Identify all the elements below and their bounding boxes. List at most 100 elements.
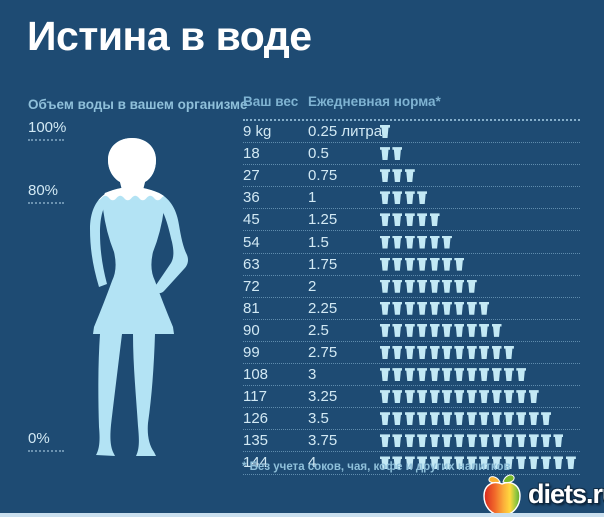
water-glass-icon [441, 235, 452, 249]
water-glass-icon [429, 456, 440, 470]
norm-value: 3.5 [308, 410, 329, 428]
water-glass-icon [429, 235, 440, 249]
water-glass-icon [441, 390, 452, 404]
water-glass-icon [466, 279, 477, 293]
table-row: 63 1.75 [243, 254, 580, 276]
water-glass-icon [503, 412, 514, 426]
water-glass-icon [404, 368, 415, 382]
table-row: 27 0.75 [243, 165, 580, 188]
water-glass-icon [429, 345, 440, 359]
table-row: 36 1 [243, 187, 580, 210]
table-row: 18 0.5 [243, 143, 580, 166]
water-marker-label: 100% [28, 119, 67, 136]
water-glass-icon [380, 169, 390, 183]
water-glass-icon [503, 345, 514, 359]
water-glass-icon [380, 147, 390, 161]
water-glass-icon [466, 368, 477, 382]
water-glass-icon [392, 191, 403, 205]
water-glass-icon [392, 323, 403, 337]
glasses-pictogram-row [380, 301, 490, 315]
water-glass-icon [466, 323, 477, 337]
norm-value: 3.75 [308, 432, 338, 450]
glasses-pictogram-row [380, 235, 452, 249]
table-row: 117 3.25 [243, 386, 580, 409]
water-glass-icon [404, 456, 415, 470]
norm-value: 2.75 [308, 343, 338, 361]
water-glass-icon [553, 456, 564, 470]
glasses-pictogram-row [380, 125, 390, 139]
water-glass-icon [392, 169, 403, 183]
glasses-pictogram-row [380, 191, 428, 205]
water-glass-icon [417, 213, 428, 227]
weight-value: 99 [243, 343, 260, 361]
weight-value: 90 [243, 321, 260, 339]
diets-ru-logo[interactable]: diets.ru [480, 472, 604, 517]
table-row: 126 3.5 [243, 408, 580, 431]
weight-value: 135 [243, 432, 269, 450]
water-glass-icon [441, 456, 452, 470]
water-marker-0: 0% [28, 431, 64, 452]
water-glass-icon [553, 434, 564, 448]
water-glass-icon [392, 279, 403, 293]
water-glass-icon [404, 434, 415, 448]
water-marker-100: 100% [28, 120, 66, 141]
glasses-pictogram-row [380, 345, 514, 359]
water-glass-icon [454, 368, 465, 382]
water-glass-icon [454, 434, 465, 448]
water-glass-icon [491, 390, 502, 404]
water-glass-icon [479, 368, 490, 382]
water-glass-icon [479, 301, 490, 315]
water-glass-icon [491, 323, 502, 337]
water-glass-icon [404, 191, 415, 205]
glasses-pictogram-row [380, 279, 477, 293]
norm-value: 1.5 [308, 233, 329, 251]
water-glass-icon [404, 390, 415, 404]
water-marker-label: 80% [28, 182, 59, 199]
water-glass-icon [516, 434, 527, 448]
water-glass-icon [417, 257, 428, 271]
water-glass-icon [380, 257, 390, 271]
water-glass-icon [479, 323, 490, 337]
woman-silhouette-figure [90, 138, 188, 456]
water-glass-icon [404, 257, 415, 271]
water-glass-icon [429, 213, 440, 227]
water-glass-icon [466, 434, 477, 448]
water-glass-icon [380, 235, 390, 249]
norm-value: 0.75 [308, 167, 338, 185]
weight-value: 117 [243, 388, 267, 406]
weight-value: 108 [243, 366, 269, 384]
water-glass-icon [417, 235, 428, 249]
water-glass-icon [404, 323, 415, 337]
water-glass-icon [441, 323, 452, 337]
norm-value: 3 [308, 366, 317, 384]
water-glass-icon [392, 456, 403, 470]
norm-value: 2.25 [308, 299, 338, 317]
brand-text[interactable]: diets.ru [528, 479, 604, 509]
left-panel-heading: Объем воды в вашем организме [28, 97, 248, 112]
water-glass-icon [380, 434, 390, 448]
apple-icon [483, 474, 521, 517]
water-glass-icon [565, 456, 576, 470]
dotted-rule [28, 202, 64, 204]
table-row: 54 1.5 [243, 231, 580, 254]
water-glass-icon [417, 434, 428, 448]
water-glass-icon [466, 390, 477, 404]
dotted-rule [28, 139, 64, 141]
water-glass-icon [404, 412, 415, 426]
water-glass-icon [491, 456, 502, 470]
weight-value: 126 [243, 410, 269, 428]
water-glass-icon [417, 412, 428, 426]
water-glass-icon [429, 434, 440, 448]
water-glass-icon [429, 412, 440, 426]
norm-value: 1.25 [308, 211, 338, 229]
water-glass-icon [454, 279, 465, 293]
water-glass-icon [392, 235, 403, 249]
water-glass-icon [466, 345, 477, 359]
water-glass-icon [380, 412, 390, 426]
table-row: 72 2 [243, 276, 580, 298]
weight-value: 72 [243, 277, 260, 295]
water-glass-icon [441, 257, 452, 271]
water-glass-icon [491, 368, 502, 382]
water-glass-icon [417, 301, 428, 315]
water-glass-icon [454, 456, 465, 470]
